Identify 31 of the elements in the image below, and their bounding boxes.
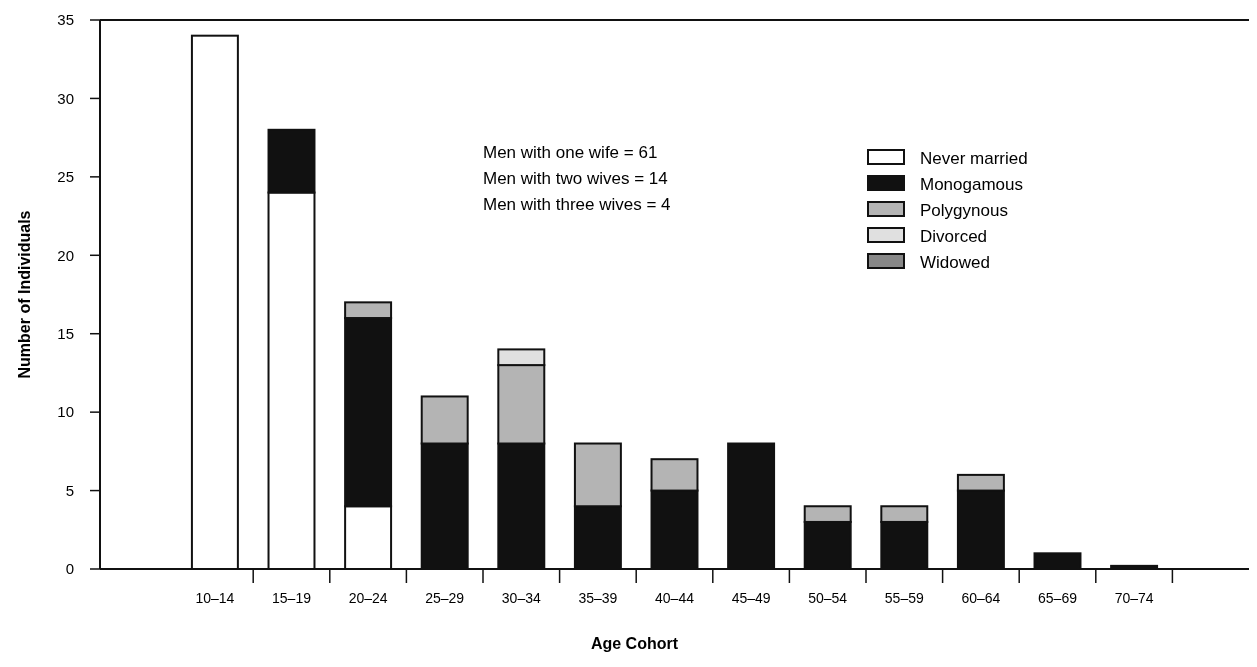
legend-label: Never married bbox=[920, 148, 1028, 168]
x-tick-label: 40–44 bbox=[655, 590, 695, 606]
annotation: Men with three wives = 4 bbox=[483, 195, 671, 214]
x-tick-label: 35–39 bbox=[578, 590, 618, 606]
legend-label: Widowed bbox=[920, 252, 990, 272]
x-tick-label: 25–29 bbox=[425, 590, 465, 606]
x-tick-label: 55–59 bbox=[884, 590, 924, 606]
x-tick-label: 65–69 bbox=[1038, 590, 1078, 606]
x-tick-label: 60–64 bbox=[961, 590, 1001, 606]
y-tick-label: 35 bbox=[57, 11, 74, 29]
y-axis-title: Number of Individuals bbox=[16, 210, 33, 379]
x-tick-label: 50–54 bbox=[808, 590, 848, 606]
y-tick-label: 10 bbox=[57, 403, 74, 421]
x-tick-label: 20–24 bbox=[348, 590, 388, 606]
y-tick-label: 15 bbox=[57, 324, 74, 342]
x-tick-label: 70–74 bbox=[1114, 590, 1154, 606]
annotation: Men with one wife = 61 bbox=[483, 143, 658, 162]
legend-label: Monogamous bbox=[920, 174, 1024, 194]
annotation: Men with two wives = 14 bbox=[483, 169, 668, 188]
legend-label: Polygynous bbox=[920, 200, 1008, 220]
x-tick-label: 45–49 bbox=[731, 590, 771, 606]
x-tick-label: 30–34 bbox=[501, 590, 541, 606]
y-tick-label: 0 bbox=[65, 560, 74, 578]
x-axis-title: Age Cohort bbox=[590, 635, 679, 652]
x-tick-label: 15–19 bbox=[272, 590, 312, 606]
x-tick-label: 10–14 bbox=[195, 590, 235, 606]
legend-label: Divorced bbox=[920, 226, 988, 246]
y-tick-label: 20 bbox=[57, 246, 74, 264]
y-tick-label: 30 bbox=[57, 89, 74, 107]
y-tick-label: 25 bbox=[57, 168, 74, 186]
y-tick-label: 5 bbox=[65, 481, 74, 499]
